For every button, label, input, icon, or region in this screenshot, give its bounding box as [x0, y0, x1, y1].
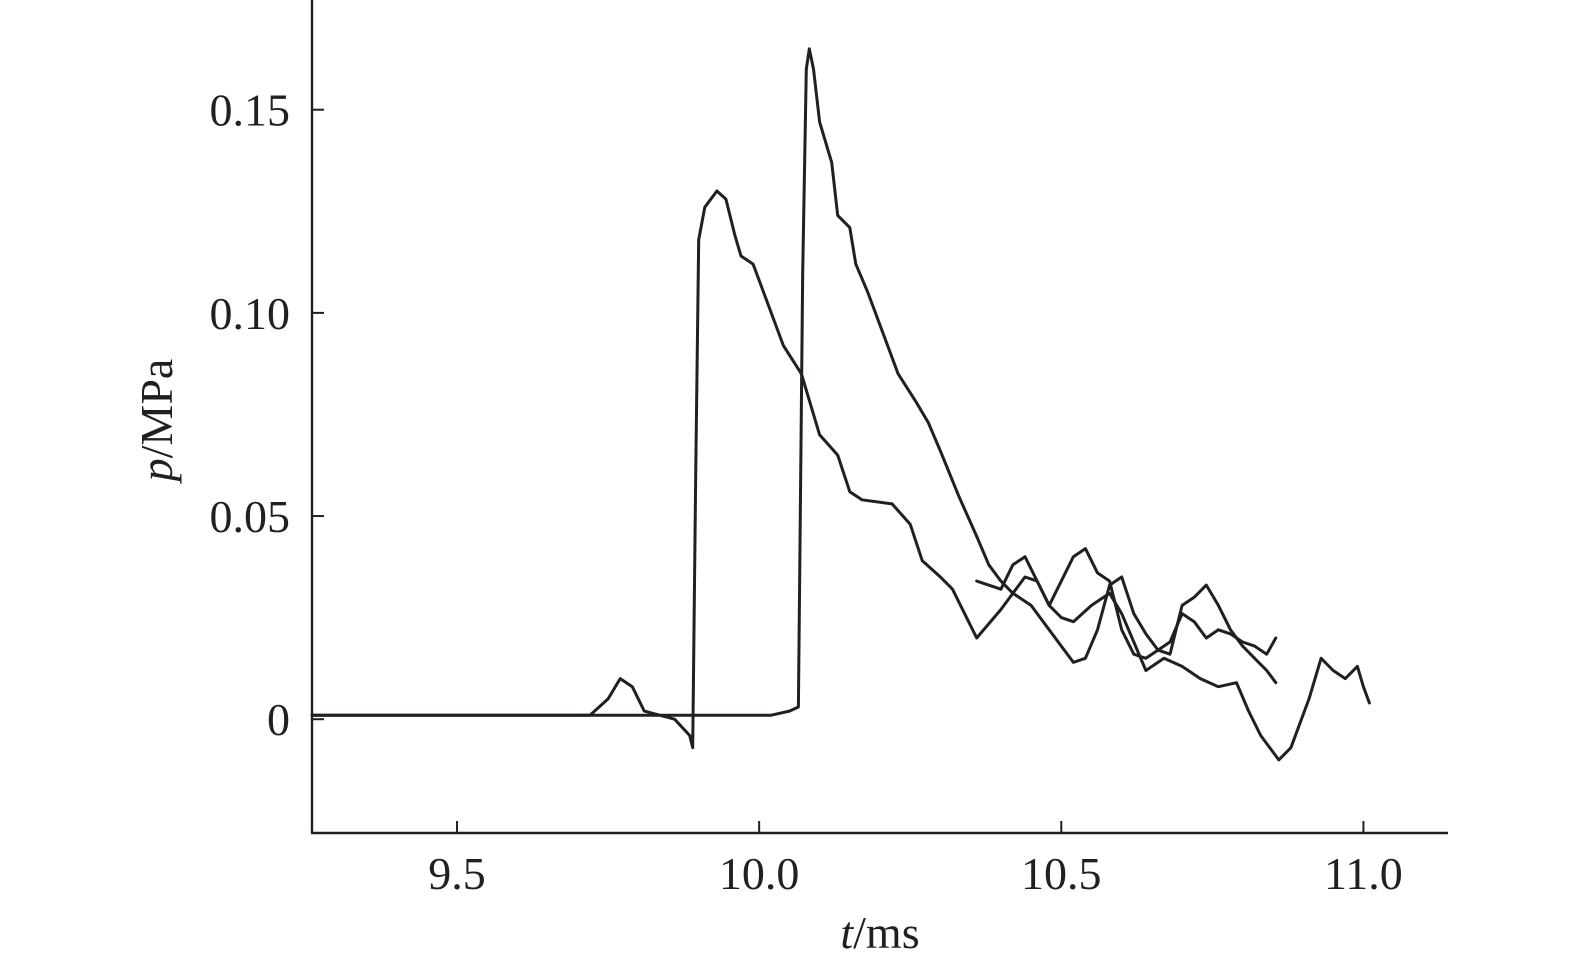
y-tick-label: 0	[267, 694, 290, 745]
y-tick-label: 0.05	[210, 491, 291, 542]
axes	[310, 0, 1448, 835]
y-axis-label: p/MPa	[131, 359, 182, 485]
x-tick-label: 9.5	[428, 848, 486, 899]
y-tick-label: 0.15	[210, 85, 291, 136]
y-tick-label: 0.10	[210, 288, 291, 339]
y-ticks: 0 0.05 0.10 0.15	[210, 85, 324, 745]
x-tick-label: 11.0	[1324, 848, 1403, 899]
x-axis-label: t/ms	[840, 907, 919, 958]
series-line-2	[310, 47, 1278, 717]
series-line-3	[975, 547, 1278, 660]
series-line-1	[310, 189, 1371, 762]
x-ticks: 9.5 10.0 10.5 11.0	[428, 821, 1403, 899]
x-tick-label: 10.5	[1021, 848, 1102, 899]
x-tick-label: 10.0	[719, 848, 800, 899]
series-layer	[310, 47, 1371, 762]
